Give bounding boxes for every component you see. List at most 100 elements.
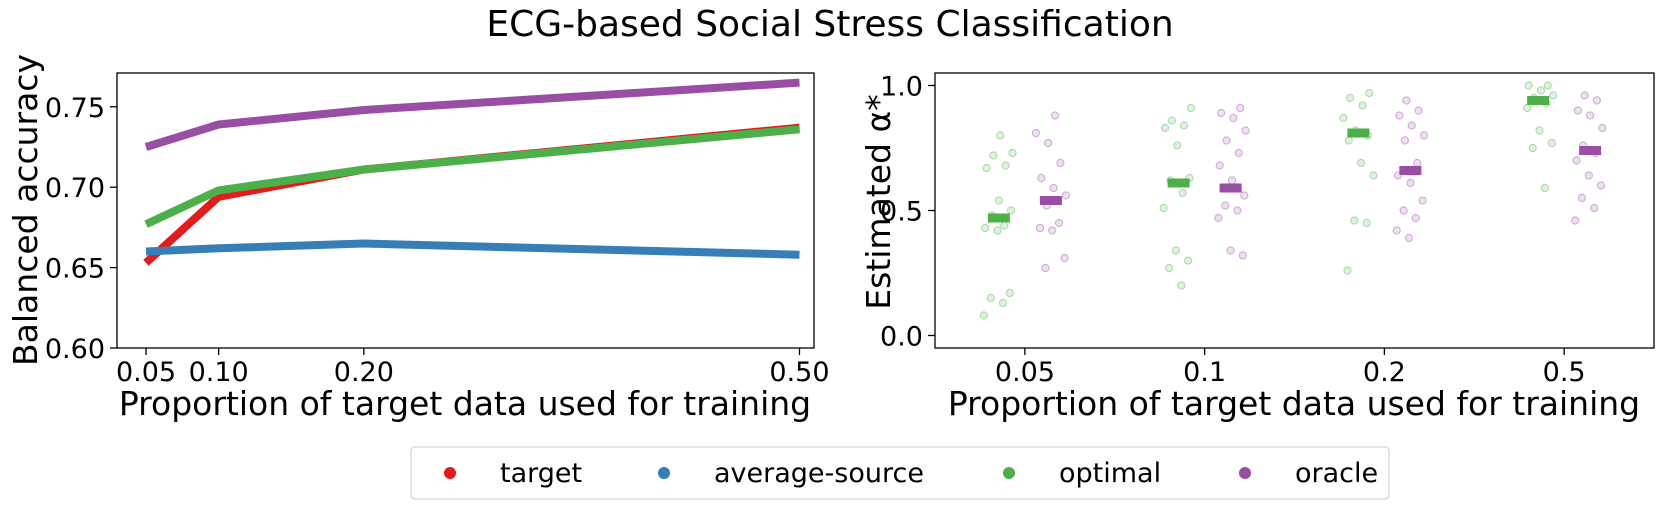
optimal-alpha-point bbox=[1358, 101, 1367, 110]
oracle-alpha-point bbox=[1577, 193, 1587, 203]
optimal-legend-label: optimal bbox=[1059, 458, 1161, 489]
left-x-tick-label: 0.20 bbox=[334, 357, 394, 388]
left-x-tick-label: 0.50 bbox=[769, 357, 829, 388]
optimal-alpha-point bbox=[1547, 138, 1556, 148]
oracle-alpha-point bbox=[1044, 138, 1053, 148]
optimal-alpha-point bbox=[1528, 143, 1537, 153]
oracle-legend-label: oracle bbox=[1295, 458, 1378, 489]
alpha-strip-chart: 0.05 0.1 0.2 0.5 0.0 0.5 1.0 Proportion of tar… bbox=[859, 72, 1655, 423]
optimal-alpha-point bbox=[998, 298, 1008, 308]
oracle-alpha-point bbox=[1240, 191, 1249, 200]
optimal-alpha-point bbox=[1344, 136, 1353, 145]
oracle-alpha-point bbox=[1222, 136, 1231, 145]
oracle-alpha-point bbox=[1234, 148, 1243, 158]
optimal-alpha-point bbox=[1523, 103, 1532, 113]
optimal-alpha-point bbox=[989, 151, 998, 160]
oracle-alpha-point bbox=[1035, 223, 1045, 233]
optimal-alpha-point bbox=[1177, 281, 1186, 290]
accuracy-line-chart: 0.05 0.10 0.20 0.50 0.60 0.65 0.70 0.75 Proport… bbox=[6, 54, 830, 423]
oracle-alpha-point bbox=[1241, 126, 1250, 135]
oracle-alpha-point bbox=[1419, 131, 1429, 140]
oracle-alpha-point bbox=[1407, 121, 1416, 130]
left-y-tick-label: 0.60 bbox=[45, 334, 105, 365]
optimal-series-line bbox=[144, 125, 800, 228]
right-x-tick-label: 0.2 bbox=[1363, 357, 1406, 388]
optimal-alpha-point bbox=[993, 226, 1002, 235]
oracle-alpha-point bbox=[1584, 171, 1593, 180]
optimal-alpha-point bbox=[1524, 81, 1533, 90]
optimal-alpha-point bbox=[1339, 113, 1348, 123]
oracle-alpha-point bbox=[1226, 246, 1235, 255]
oracle-alpha-point bbox=[1571, 216, 1580, 225]
optimal-alpha-point bbox=[1346, 93, 1355, 103]
right-series-layer bbox=[979, 81, 1607, 320]
oracle-legend-marker bbox=[1239, 467, 1251, 479]
oracle-alpha-point bbox=[1572, 156, 1581, 165]
oracle-alpha-point bbox=[1399, 206, 1408, 215]
optimal-alpha-point bbox=[1160, 123, 1170, 133]
oracle-alpha-point bbox=[1592, 96, 1602, 105]
optimal-alpha-point bbox=[1357, 158, 1366, 168]
oracle-alpha-point bbox=[1392, 226, 1401, 235]
optimal-mean-marker bbox=[1167, 178, 1190, 188]
optimal-alpha-point bbox=[1540, 183, 1550, 193]
optimal-mean-marker bbox=[1527, 96, 1550, 105]
oracle-mean-marker bbox=[1039, 196, 1062, 205]
oracle-alpha-point bbox=[1229, 113, 1238, 123]
left-y-tick-label: 0.70 bbox=[45, 173, 105, 204]
right-x-tick-label: 0.1 bbox=[1183, 357, 1226, 388]
legend-frame bbox=[410, 446, 1390, 500]
oracle-alpha-point bbox=[1050, 111, 1060, 120]
optimal-alpha-point bbox=[1007, 206, 1016, 215]
left-x-tick-label: 0.10 bbox=[189, 357, 249, 388]
optimal-alpha-point bbox=[1005, 288, 1014, 298]
right-plot-frame bbox=[934, 72, 1655, 349]
oracle-alpha-point bbox=[1596, 181, 1606, 190]
optimal-alpha-point bbox=[1535, 126, 1544, 135]
optimal-alpha-point bbox=[1165, 263, 1174, 273]
optimal-alpha-point bbox=[981, 223, 990, 233]
optimal-alpha-point bbox=[1178, 188, 1187, 198]
oracle-alpha-point bbox=[1406, 178, 1415, 188]
oracle-series-line bbox=[144, 78, 800, 151]
oracle-alpha-point bbox=[1215, 161, 1224, 170]
oracle-alpha-point bbox=[1227, 176, 1237, 185]
optimal-alpha-point bbox=[1369, 171, 1378, 180]
optimal-alpha-point bbox=[1549, 91, 1558, 100]
oracle-mean-marker bbox=[1219, 183, 1242, 193]
oracle-alpha-point bbox=[1414, 106, 1423, 115]
optimal-alpha-point bbox=[1008, 148, 1017, 158]
figure-title: ECG-based Social Stress Classification bbox=[486, 4, 1173, 45]
optimal-mean-marker bbox=[987, 213, 1010, 223]
right-y-tick-label: 1.0 bbox=[880, 72, 923, 103]
oracle-alpha-point bbox=[1048, 226, 1057, 235]
optimal-alpha-point bbox=[1001, 161, 1010, 170]
oracle-alpha-point bbox=[1598, 123, 1607, 133]
optimal-alpha-point bbox=[1350, 216, 1359, 225]
oracle-alpha-point bbox=[1580, 91, 1589, 100]
optimal-legend-marker bbox=[1003, 467, 1015, 479]
left-x-tick-label: 0.05 bbox=[116, 357, 176, 388]
oracle-alpha-point bbox=[1573, 106, 1583, 115]
optimal-mean-marker bbox=[1347, 128, 1370, 138]
optimal-alpha-point bbox=[1167, 116, 1176, 125]
oracle-alpha-point bbox=[1031, 128, 1041, 138]
optimal-alpha-point bbox=[1171, 246, 1181, 255]
oracle-alpha-point bbox=[1402, 96, 1411, 105]
left-tick-layer: 0.05 0.10 0.20 0.50 0.60 0.65 0.70 0.75 bbox=[45, 93, 830, 388]
left-y-axis-label: Balanced accuracy bbox=[6, 54, 45, 366]
oracle-alpha-point bbox=[1395, 111, 1404, 120]
oracle-alpha-point bbox=[1418, 196, 1427, 205]
oracle-alpha-point bbox=[1049, 183, 1058, 193]
optimal-alpha-point bbox=[979, 311, 989, 320]
right-x-tick-label: 0.05 bbox=[995, 357, 1055, 388]
left-y-tick-label: 0.75 bbox=[45, 93, 105, 124]
optimal-alpha-point bbox=[1159, 203, 1168, 213]
oracle-alpha-point bbox=[1404, 233, 1414, 243]
target-legend-marker bbox=[444, 467, 456, 479]
oracle-alpha-point bbox=[1214, 213, 1223, 223]
optimal-alpha-point bbox=[982, 163, 991, 173]
optimal-alpha-point bbox=[1184, 256, 1193, 265]
optimal-alpha-point bbox=[1186, 103, 1196, 113]
